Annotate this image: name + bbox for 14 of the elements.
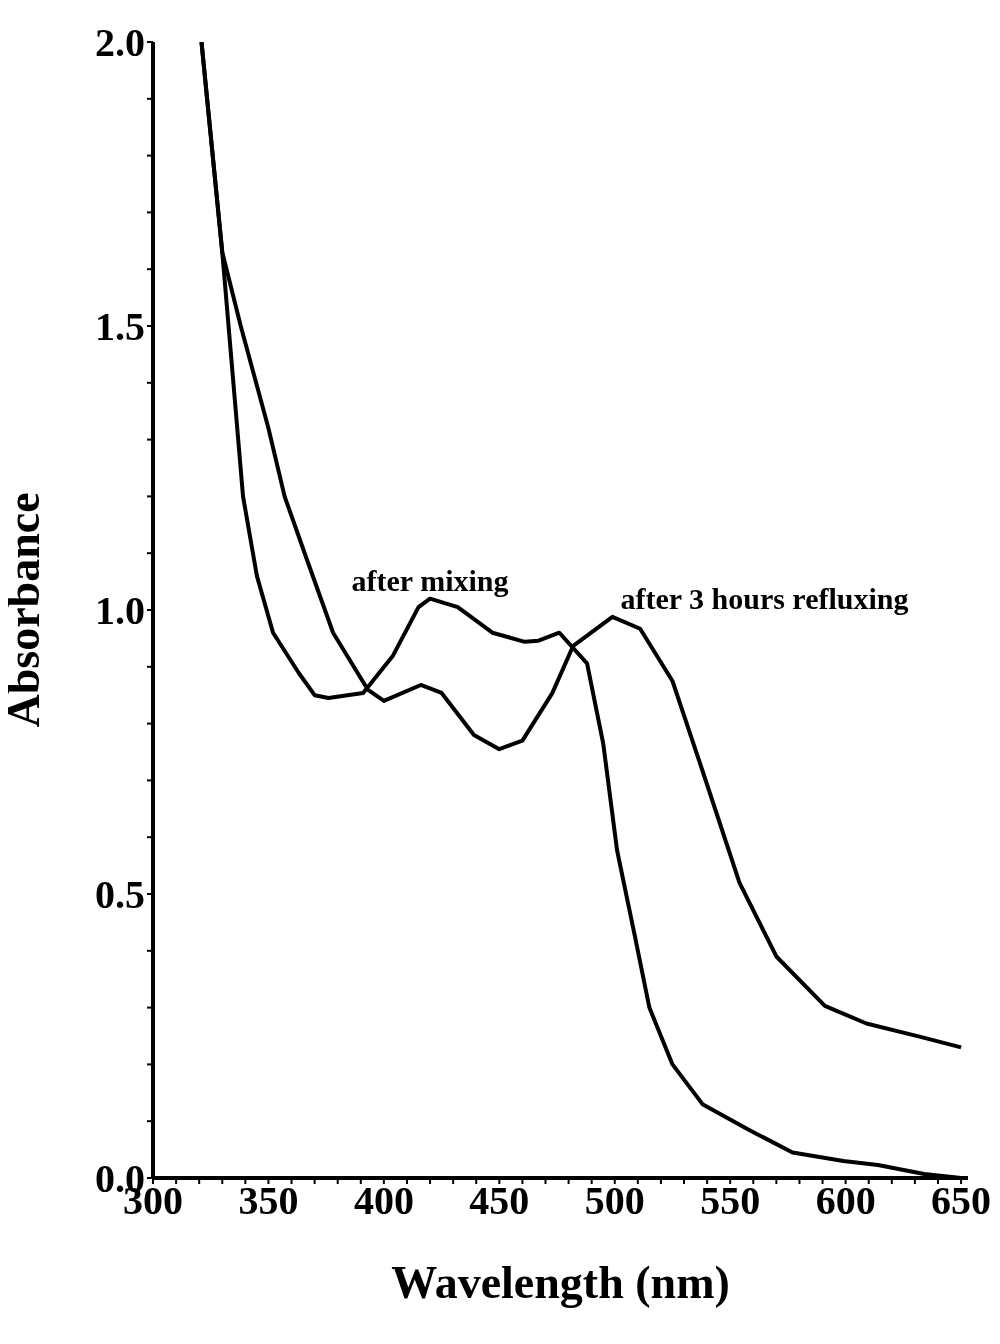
series-label: after 3 hours refluxing	[620, 581, 909, 615]
x-tick-label: 450	[469, 1178, 530, 1224]
series-label: after mixing	[351, 563, 509, 597]
y-tick-label: 1.5	[95, 304, 145, 350]
x-tick-label: 550	[700, 1178, 761, 1224]
x-tick-label: 350	[238, 1178, 299, 1224]
y-tick-label: 0.5	[95, 872, 145, 918]
y-tick-label: 1.0	[95, 588, 145, 634]
x-tick-label: 650	[931, 1178, 992, 1224]
x-tick-label: 500	[584, 1178, 645, 1224]
x-tick-label: 600	[815, 1178, 876, 1224]
x-tick-label: 400	[353, 1178, 414, 1224]
y-tick-label: 2.0	[95, 20, 145, 66]
x-axis-title: Wavelength (nm)	[391, 1257, 730, 1308]
